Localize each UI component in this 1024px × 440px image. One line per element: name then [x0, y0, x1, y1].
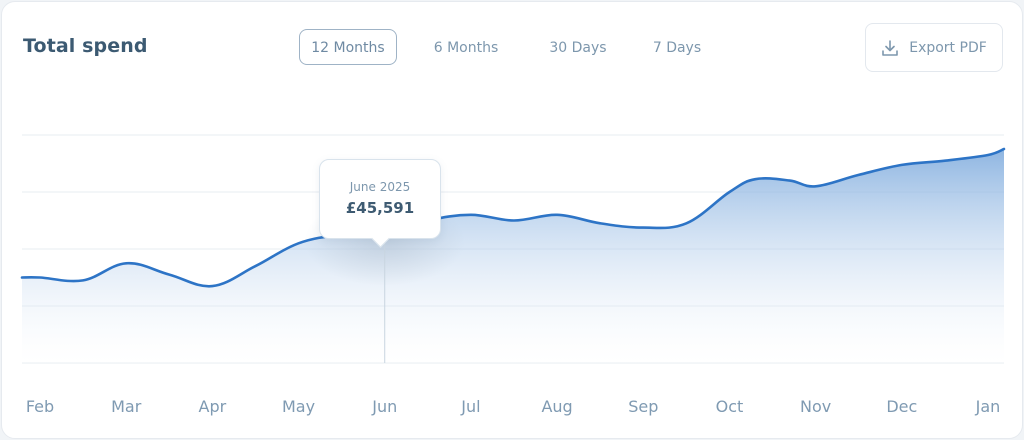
x-axis-labels: Feb Mar Apr May Jun Jul Aug Sep Oct Nov Dec Jan	[26, 397, 1001, 416]
export-pdf-label: Export PDF	[909, 39, 987, 56]
tooltip-value: £45,591	[345, 199, 415, 217]
tab-7-days[interactable]: 7 Days	[652, 40, 702, 56]
x-tick-label-apr: Apr	[199, 397, 227, 416]
tooltip-date: June 2025	[349, 180, 411, 194]
x-tick-label-sep: Sep	[628, 397, 658, 416]
x-tick-label-aug: Aug	[541, 397, 572, 416]
tab-12-months[interactable]: 12 Months	[299, 29, 397, 65]
period-tabs: 12 Months 6 Months 30 Days 7 Days	[2, 29, 1022, 67]
export-pdf-button[interactable]: Export PDF	[865, 23, 1003, 72]
x-tick-label-jul: Jul	[460, 397, 480, 416]
tab-30-days[interactable]: 30 Days	[549, 40, 607, 56]
download-icon	[881, 39, 899, 57]
card-title: Total spend	[23, 35, 148, 57]
x-tick-label-mar: Mar	[111, 397, 142, 416]
area-fill	[22, 149, 1004, 363]
tab-6-months[interactable]: 6 Months	[433, 40, 499, 56]
x-tick-label-jun: Jun	[371, 397, 397, 416]
x-tick-label-feb: Feb	[26, 397, 54, 416]
series-line	[20, 147, 1006, 288]
x-tick-label-jan: Jan	[975, 397, 1001, 416]
x-tick-label-may: May	[282, 397, 315, 416]
x-tick-label-nov: Nov	[800, 397, 831, 416]
x-tick-label-dec: Dec	[886, 397, 917, 416]
chart-tooltip: June 2025 £45,591	[319, 159, 441, 239]
x-tick-label-oct: Oct	[716, 397, 744, 416]
